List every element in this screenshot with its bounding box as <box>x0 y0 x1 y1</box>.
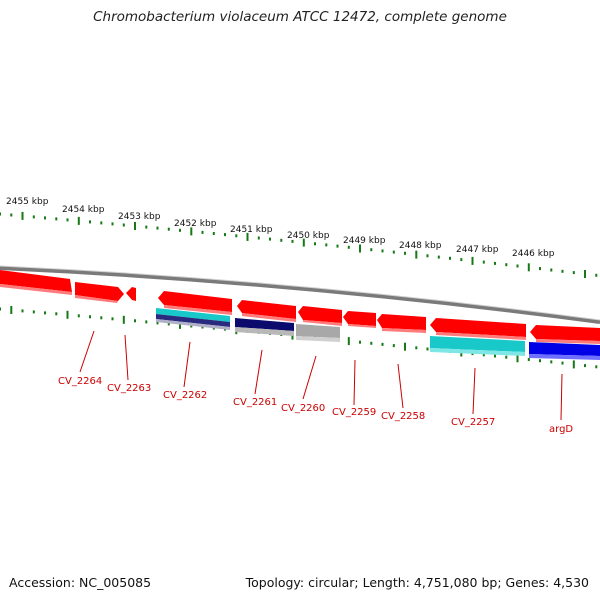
gene-arrow-argd-shade <box>536 339 600 344</box>
feature-block-gray-3[interactable] <box>296 324 340 338</box>
gene-labels: CV_2264 CV_2263 CV_2262 CV_2261 CV_2260 … <box>58 376 573 435</box>
kbp-labels: 2455 kbp 2454 kbp 2453 kbp 2452 kbp 2451… <box>6 197 555 259</box>
gene-arrow-cv2256[interactable] <box>430 318 526 337</box>
gene-arrow-cv2262[interactable] <box>126 287 136 301</box>
gene-arrow-cv2260-shade <box>242 313 296 322</box>
gene-arrow-cv2264-shade <box>0 284 72 295</box>
gene-arrow-cv2256-shade <box>436 332 526 340</box>
kbp-label-2452: 2452 kbp <box>174 219 217 229</box>
gene-label-cv2263[interactable]: CV_2263 <box>107 383 151 394</box>
feature-block-blue[interactable] <box>529 342 600 356</box>
gene-arrow-cv2258[interactable] <box>343 311 376 326</box>
gene-label-cv2264[interactable]: CV_2264 <box>58 376 102 387</box>
feature-block-gray-3-shade <box>296 336 340 342</box>
genome-backbone-highlight <box>0 265 600 321</box>
kbp-label-2448: 2448 kbp <box>399 241 442 251</box>
gene-arrow-cv2261-shade <box>164 305 232 315</box>
feature-track <box>156 308 600 360</box>
feature-block-gray-1 <box>156 319 230 330</box>
gene-arrow-cv2263[interactable] <box>75 282 124 301</box>
map-title: Chromobacterium violaceum ATCC 12472, co… <box>93 9 507 25</box>
gene-arrow-argd[interactable] <box>530 325 600 341</box>
feature-block-teal-1[interactable] <box>156 308 230 322</box>
gene-label-cv2262[interactable]: CV_2262 <box>163 390 207 401</box>
kbp-label-2455: 2455 kbp <box>6 197 49 207</box>
genome-backbone <box>0 266 600 324</box>
gene-label-cv2259[interactable]: CV_2259 <box>332 407 376 418</box>
kbp-label-2446: 2446 kbp <box>512 249 555 259</box>
gene-arrow-cv2264[interactable] <box>0 270 72 292</box>
gene-arrow-cv2259-shade <box>303 320 342 326</box>
gene-arrow-cv2263-shade <box>75 295 118 303</box>
outer-tick-track <box>0 211 598 278</box>
gene-label-cv2261[interactable]: CV_2261 <box>233 397 277 408</box>
gene-arrow-cv2257[interactable] <box>377 314 426 330</box>
feature-block-teal-2[interactable] <box>430 336 525 352</box>
gene-arrow-cv2259[interactable] <box>298 306 342 323</box>
kbp-label-2454: 2454 kbp <box>62 205 105 215</box>
kbp-label-2453: 2453 kbp <box>118 212 161 222</box>
gene-track <box>0 270 600 344</box>
gene-arrow-cv2257-shade <box>382 328 426 333</box>
accession-text: Accession: NC_005085 <box>9 575 152 590</box>
topology-text: Topology: circular; Length: 4,751,080 bp… <box>245 575 589 590</box>
feature-block-gray-2 <box>235 327 294 336</box>
feature-block-navy-1[interactable] <box>156 314 230 327</box>
gene-arrow-cv2258-shade <box>348 324 376 328</box>
gene-arrow-cv2261[interactable] <box>158 291 232 312</box>
label-leaders <box>79 330 563 421</box>
gene-arrow-cv2260[interactable] <box>237 300 296 319</box>
kbp-label-2447: 2447 kbp <box>456 245 499 255</box>
kbp-label-2450: 2450 kbp <box>287 231 330 241</box>
kbp-label-2449: 2449 kbp <box>343 236 386 246</box>
kbp-label-2451: 2451 kbp <box>230 225 273 235</box>
gene-label-cv2260[interactable]: CV_2260 <box>281 403 325 414</box>
gene-label-cv2258[interactable]: CV_2258 <box>381 411 425 422</box>
feature-block-navy-2[interactable] <box>235 318 294 331</box>
gene-label-argd[interactable]: argD <box>549 424 573 435</box>
feature-block-blue-shade <box>529 354 600 360</box>
gene-label-cv2257[interactable]: CV_2257 <box>451 417 495 428</box>
feature-block-teal-2-shade <box>430 348 525 356</box>
